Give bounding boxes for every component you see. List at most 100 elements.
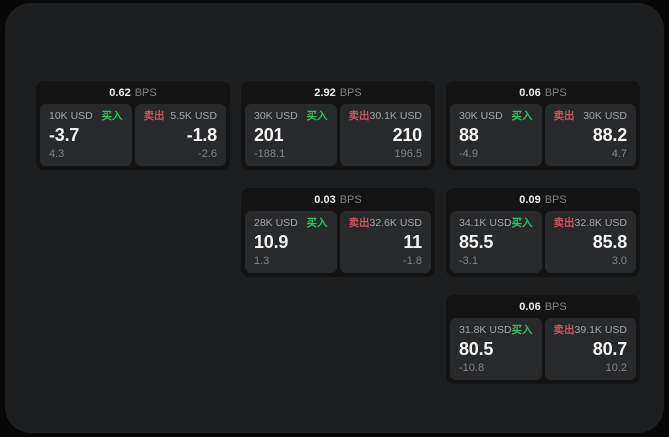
quote-card: 0.06 BPS 30K USD 买入 88 -4.9 卖出 30K USD 8…: [446, 81, 640, 170]
sell-panel[interactable]: 卖出 32.6K USD 11 -1.8: [339, 211, 431, 273]
buy-amount: 28K USD: [254, 217, 298, 229]
buy-panel-header: 30K USD 买入: [459, 111, 533, 122]
bps-header: 0.09 BPS: [446, 188, 640, 211]
bps-unit-label: BPS: [134, 86, 157, 99]
bps-header: 2.92 BPS: [241, 81, 435, 104]
bps-value: 2.92: [314, 86, 336, 99]
quote-panels: 31.8K USD 买入 80.5 -10.8 卖出 39.1K USD 80.…: [450, 318, 636, 380]
buy-panel[interactable]: 34.1K USD 买入 85.5 -3.1: [450, 211, 542, 273]
bps-header: 0.62 BPS: [36, 81, 230, 104]
sell-panel-header: 卖出 39.1K USD: [554, 325, 628, 336]
buy-quote-value: -3.7: [49, 125, 80, 146]
sell-amount: 5.5K USD: [170, 110, 217, 122]
buy-panel[interactable]: 28K USD 买入 10.9 1.3: [245, 211, 337, 273]
buy-delta: -4.9: [459, 148, 478, 160]
buy-quote-value: 80.5: [459, 339, 494, 360]
sell-delta: 196.5: [394, 148, 422, 160]
sell-quote-value: 210: [392, 125, 423, 146]
buy-delta: -3.1: [459, 255, 478, 267]
sell-amount: 30K USD: [583, 110, 627, 122]
sell-delta: -2.6: [198, 148, 217, 160]
buy-label: 买入: [306, 110, 328, 122]
sell-panel-header: 卖出 5.5K USD: [144, 111, 218, 122]
buy-panel-header: 10K USD 买入: [49, 111, 123, 122]
quote-panels: 30K USD 买入 201 -188.1 卖出 30.1K USD 210 1…: [245, 104, 431, 166]
sell-delta: 4.7: [611, 148, 627, 160]
buy-delta: -10.8: [459, 362, 485, 374]
sell-label: 卖出: [348, 217, 370, 229]
sell-panel[interactable]: 卖出 32.8K USD 85.8 3.0: [544, 211, 636, 273]
buy-label: 买入: [511, 110, 533, 122]
sell-panel[interactable]: 卖出 39.1K USD 80.7 10.2: [544, 318, 636, 380]
buy-quote-value: 10.9: [254, 232, 289, 253]
buy-amount: 31.8K USD: [459, 324, 512, 336]
sell-amount: 32.8K USD: [574, 217, 628, 229]
buy-panel-header: 28K USD 买入: [254, 218, 328, 229]
bps-value: 0.09: [519, 193, 541, 206]
bps-header: 0.03 BPS: [241, 188, 435, 211]
buy-delta: 1.3: [254, 255, 270, 267]
sell-panel[interactable]: 卖出 30K USD 88.2 4.7: [544, 104, 636, 166]
quote-panels: 28K USD 买入 10.9 1.3 卖出 32.6K USD 11 -1.8: [245, 211, 431, 273]
quote-grid: 0.62 BPS 10K USD 买入 -3.7 4.3 卖出 5.5K USD…: [5, 3, 664, 433]
sell-label: 卖出: [143, 110, 165, 122]
sell-panel-header: 卖出 30K USD: [554, 111, 628, 122]
sell-label: 卖出: [348, 110, 370, 122]
app-window: 0.62 BPS 10K USD 买入 -3.7 4.3 卖出 5.5K USD…: [5, 3, 664, 433]
sell-label: 卖出: [553, 324, 575, 336]
sell-delta: 3.0: [611, 255, 627, 267]
buy-amount: 30K USD: [459, 110, 503, 122]
bps-value: 0.06: [519, 86, 541, 99]
sell-amount: 39.1K USD: [574, 324, 628, 336]
sell-quote-value: 88.2: [592, 125, 627, 146]
buy-label: 买入: [306, 217, 328, 229]
buy-delta: 4.3: [49, 148, 65, 160]
buy-panel-header: 30K USD 买入: [254, 111, 328, 122]
buy-amount: 10K USD: [49, 110, 93, 122]
quote-panels: 10K USD 买入 -3.7 4.3 卖出 5.5K USD -1.8 -2.…: [40, 104, 226, 166]
sell-label: 卖出: [553, 217, 575, 229]
buy-amount: 34.1K USD: [459, 217, 512, 229]
quote-card: 2.92 BPS 30K USD 买入 201 -188.1 卖出 30.1K …: [241, 81, 435, 170]
buy-amount: 30K USD: [254, 110, 298, 122]
sell-panel-header: 卖出 32.8K USD: [554, 218, 628, 229]
sell-panel[interactable]: 卖出 5.5K USD -1.8 -2.6: [134, 104, 226, 166]
buy-panel-header: 34.1K USD 买入: [459, 218, 533, 229]
buy-panel[interactable]: 10K USD 买入 -3.7 4.3: [40, 104, 132, 166]
bps-unit-label: BPS: [544, 193, 567, 206]
sell-quote-value: 80.7: [592, 339, 627, 360]
quote-panels: 30K USD 买入 88 -4.9 卖出 30K USD 88.2 4.7: [450, 104, 636, 166]
buy-delta: -188.1: [254, 148, 286, 160]
sell-label: 卖出: [553, 110, 575, 122]
sell-delta: -1.8: [403, 255, 422, 267]
sell-quote-value: 11: [403, 232, 422, 253]
buy-panel[interactable]: 31.8K USD 买入 80.5 -10.8: [450, 318, 542, 380]
bps-value: 0.06: [519, 300, 541, 313]
buy-quote-value: 201: [254, 125, 284, 146]
bps-value: 0.03: [314, 193, 336, 206]
bps-unit-label: BPS: [339, 86, 362, 99]
quote-card: 0.06 BPS 31.8K USD 买入 80.5 -10.8 卖出 39.1…: [446, 295, 640, 384]
bps-header: 0.06 BPS: [446, 295, 640, 318]
bps-unit-label: BPS: [339, 193, 362, 206]
sell-amount: 30.1K USD: [369, 110, 423, 122]
bps-header: 0.06 BPS: [446, 81, 640, 104]
quote-panels: 34.1K USD 买入 85.5 -3.1 卖出 32.8K USD 85.8…: [450, 211, 636, 273]
bps-value: 0.62: [109, 86, 131, 99]
buy-label: 买入: [511, 217, 533, 229]
buy-panel[interactable]: 30K USD 买入 88 -4.9: [450, 104, 542, 166]
buy-quote-value: 88: [459, 125, 479, 146]
sell-panel-header: 卖出 30.1K USD: [349, 111, 423, 122]
sell-panel[interactable]: 卖出 30.1K USD 210 196.5: [339, 104, 431, 166]
buy-label: 买入: [511, 324, 533, 336]
quote-card: 0.03 BPS 28K USD 买入 10.9 1.3 卖出 32.6K US…: [241, 188, 435, 277]
bps-unit-label: BPS: [544, 86, 567, 99]
buy-panel[interactable]: 30K USD 买入 201 -188.1: [245, 104, 337, 166]
buy-quote-value: 85.5: [459, 232, 494, 253]
quote-card: 0.09 BPS 34.1K USD 买入 85.5 -3.1 卖出 32.8K…: [446, 188, 640, 277]
sell-quote-value: 85.8: [592, 232, 627, 253]
sell-amount: 32.6K USD: [369, 217, 423, 229]
quote-card: 0.62 BPS 10K USD 买入 -3.7 4.3 卖出 5.5K USD…: [36, 81, 230, 170]
buy-panel-header: 31.8K USD 买入: [459, 325, 533, 336]
sell-delta: 10.2: [605, 362, 627, 374]
